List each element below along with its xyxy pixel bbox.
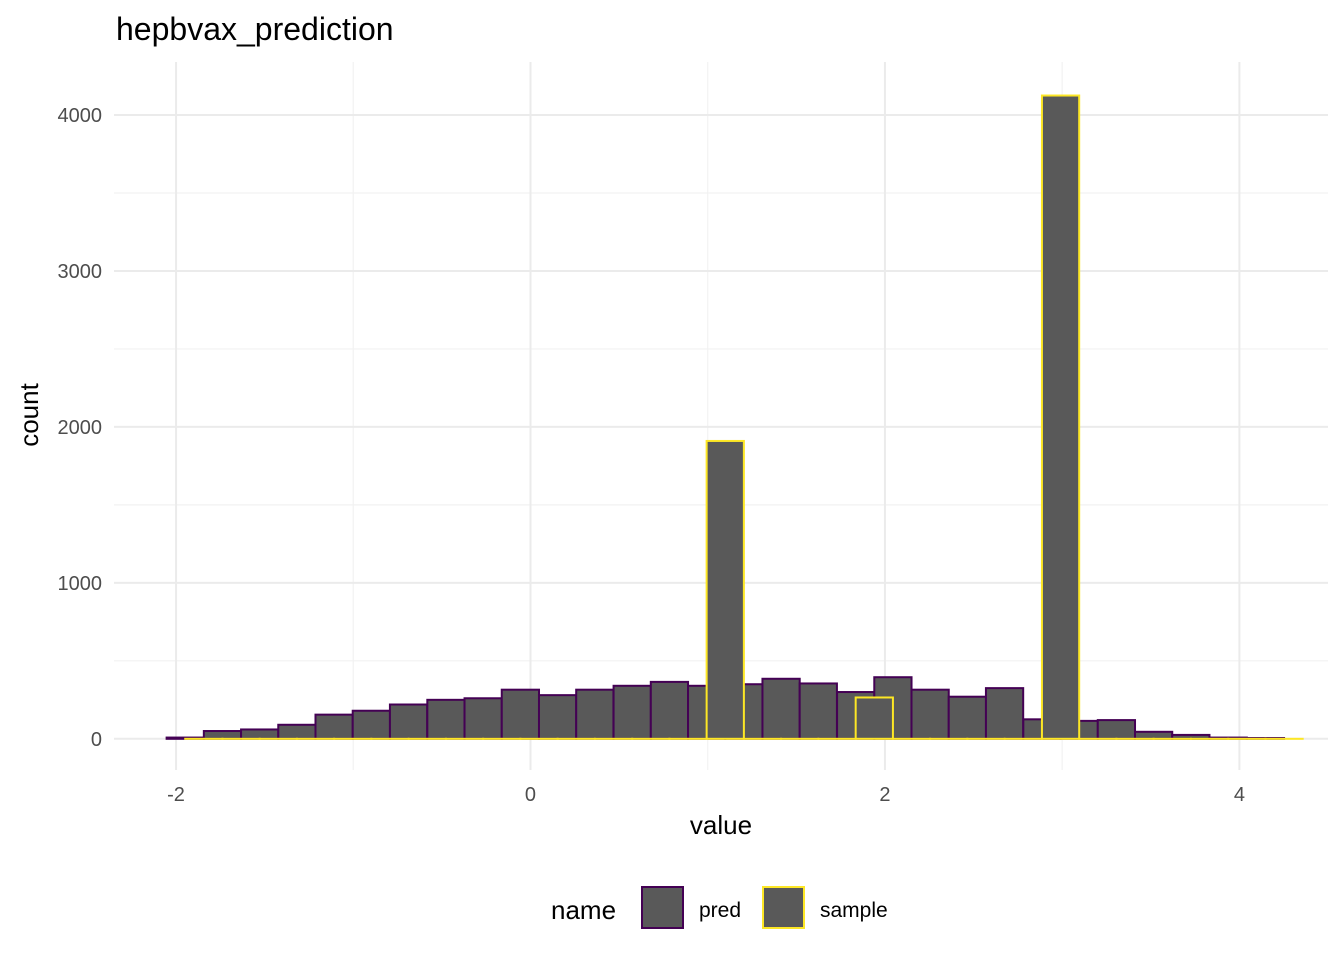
bar-pred-2 bbox=[240, 728, 280, 740]
bar-pred-11 bbox=[575, 688, 615, 740]
bar-pred-9 bbox=[500, 688, 541, 740]
bar-pred-7 bbox=[426, 698, 466, 740]
legend-label-pred: pred bbox=[699, 899, 741, 922]
legend-label-sample: sample bbox=[820, 899, 888, 922]
bars bbox=[165, 94, 1304, 740]
bar-pred-22 bbox=[984, 687, 1025, 740]
bar-pred-4 bbox=[314, 713, 354, 740]
bar-pred-26 bbox=[1133, 730, 1174, 740]
bar-pred-3 bbox=[277, 723, 317, 740]
y-tick-label-2: 2000 bbox=[58, 417, 103, 439]
bar-pred-12 bbox=[612, 684, 652, 740]
x-axis-ticks: -2 0 2 4 bbox=[167, 784, 1245, 806]
bar-sample-23 bbox=[1040, 94, 1081, 740]
y-axis-title: count bbox=[14, 382, 44, 446]
bar-pred-17 bbox=[798, 682, 838, 740]
y-tick-label-3: 3000 bbox=[58, 261, 103, 283]
x-tick-label-2: 2 bbox=[879, 784, 890, 806]
bar-pred-20 bbox=[910, 688, 950, 740]
x-axis-title: value bbox=[690, 810, 752, 840]
bar-pred-1 bbox=[202, 730, 243, 740]
bar-pred-25 bbox=[1096, 719, 1137, 740]
y-tick-label-0: 0 bbox=[91, 729, 102, 751]
bar-sample-18 bbox=[854, 696, 894, 740]
legend-key-pred bbox=[641, 886, 684, 929]
chart-title: hepbvax_prediction bbox=[116, 11, 394, 47]
bar-pred-8 bbox=[463, 697, 503, 740]
bar-pred-5 bbox=[351, 709, 391, 740]
y-axis-ticks: 0 1000 2000 3000 4000 bbox=[58, 105, 103, 751]
bar-pred-10 bbox=[537, 694, 578, 740]
y-tick-label-1: 1000 bbox=[58, 573, 103, 595]
legend-title: name bbox=[551, 895, 616, 925]
bar-pred-13 bbox=[649, 680, 690, 740]
y-tick-label-4: 4000 bbox=[58, 105, 103, 127]
x-tick-label-0: -2 bbox=[167, 784, 185, 806]
bar-pred-16 bbox=[761, 677, 801, 740]
bar-sample-14 bbox=[705, 439, 745, 740]
x-tick-label-1: 0 bbox=[525, 784, 536, 806]
legend: name pred sample bbox=[551, 886, 888, 929]
bar-pred-6 bbox=[388, 703, 429, 740]
bar-pred-21 bbox=[947, 695, 987, 740]
x-tick-label-3: 4 bbox=[1234, 784, 1245, 806]
legend-key-sample bbox=[762, 886, 805, 929]
